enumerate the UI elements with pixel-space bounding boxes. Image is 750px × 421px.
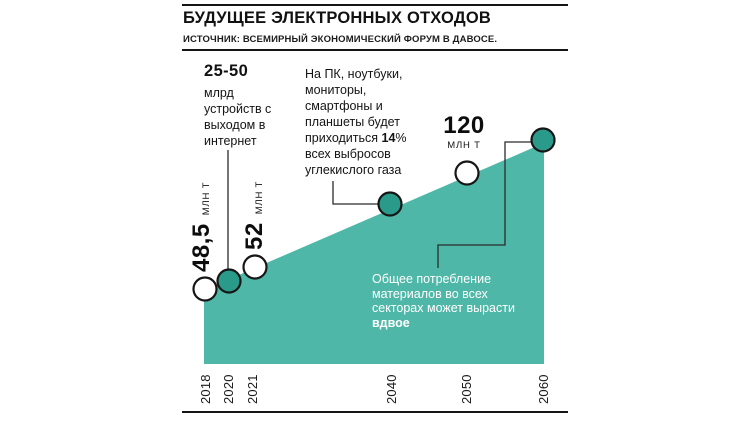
axis-divider xyxy=(182,411,568,413)
value-label-2021: 52 МЛН Т xyxy=(241,180,272,250)
point-2060 xyxy=(530,127,556,153)
page-title: БУДУЩЕЕ ЭЛЕКТРОННЫХ ОТХОДОВ xyxy=(183,9,491,27)
unit-2050: МЛН Т xyxy=(447,140,481,151)
value-2021: 52 xyxy=(241,222,268,250)
emissions-value: 14 xyxy=(381,131,396,145)
axis-year-2050: 2050 xyxy=(459,374,474,404)
axis-year-2060: 2060 xyxy=(536,374,551,404)
connector-2060-line xyxy=(437,141,543,268)
point-2050 xyxy=(454,160,480,186)
value-2018: 48,5 xyxy=(188,223,215,272)
area-fill xyxy=(204,143,544,364)
unit-2018: МЛН Т xyxy=(201,181,212,216)
annotation-devices: 25-50 млрд устройств с выходом в интерне… xyxy=(204,62,286,149)
top-divider xyxy=(182,4,568,6)
value-2050: 120 xyxy=(443,112,485,139)
point-2040 xyxy=(377,191,403,217)
consumption-text: Общее потребление материалов во всех сек… xyxy=(372,272,515,315)
axis-year-2020: 2020 xyxy=(221,374,236,404)
connector-2040-line xyxy=(332,181,381,205)
source-line: ИСТОЧНИК: ВСЕМИРНЫЙ ЭКОНОМИЧЕСКИЙ ФОРУМ … xyxy=(183,34,498,45)
emissions-text-after: % всех выбросов углекислого газа xyxy=(305,131,407,177)
axis-year-2040: 2040 xyxy=(384,374,399,404)
point-2020 xyxy=(216,268,242,294)
value-label-2050: 120 МЛН Т xyxy=(434,112,494,152)
point-2021 xyxy=(242,254,268,280)
annotation-emissions: На ПК, ноутбуки, мониторы, смартфоны и п… xyxy=(305,66,433,178)
devices-value: 25-50 xyxy=(204,62,249,80)
emissions-text-before: На ПК, ноутбуки, мониторы, смартфоны и п… xyxy=(305,67,403,145)
axis-year-2021: 2021 xyxy=(245,374,260,404)
point-2018 xyxy=(192,276,218,302)
header-divider xyxy=(182,49,568,51)
value-label-2018: 48,5 МЛН Т xyxy=(188,181,219,272)
axis-year-2018: 2018 xyxy=(198,374,213,404)
unit-2021: МЛН Т xyxy=(254,180,265,215)
consumption-highlight: вдвое xyxy=(372,315,410,330)
annotation-consumption: Общее потребление материалов во всех сек… xyxy=(372,272,524,330)
devices-text: млрд устройств с выходом в интернет xyxy=(204,86,272,148)
